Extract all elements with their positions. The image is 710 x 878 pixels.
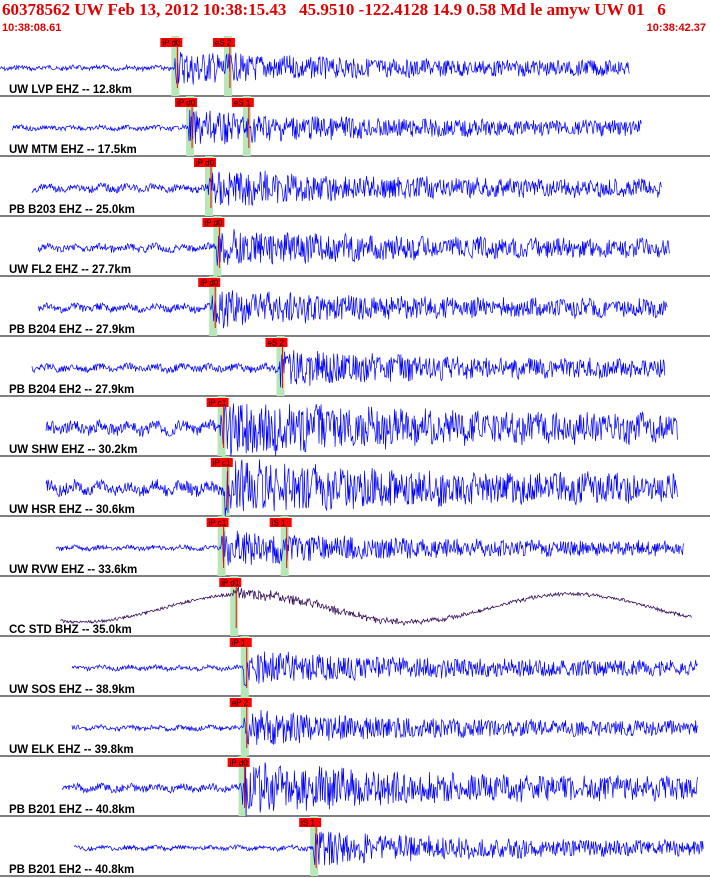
pick-band [213, 216, 222, 276]
station-label: CC STD BHZ -- 35.0km [9, 624, 132, 636]
pick-band [217, 396, 226, 456]
station-label: PB B201 EH2 -- 40.8km [9, 864, 134, 876]
pick-band [310, 816, 319, 876]
pick-marker [219, 578, 242, 587]
pick-marker [198, 278, 221, 287]
waveform [31, 170, 662, 206]
waveform [45, 403, 678, 457]
trace-4: iP d0 UW FL2 EHZ -- 27.7km [9, 216, 670, 276]
pick-label: iP c1 [209, 519, 227, 528]
waveform [61, 762, 698, 817]
waveform [59, 586, 692, 626]
pick-marker [229, 698, 252, 707]
pick-marker [265, 338, 288, 347]
station-label: UW FL2 EHZ -- 27.7km [9, 264, 131, 276]
pick-label: iP d0 [230, 759, 249, 768]
waveform [73, 831, 704, 866]
waveform [45, 459, 678, 518]
pick-marker [206, 518, 229, 527]
pick-label: eS 2 [215, 39, 232, 48]
pick-label: iP d1 [221, 579, 240, 588]
trace-14: iS 1 PB B201 EH2 -- 40.8km [9, 816, 704, 876]
station-label: PB B201 EHZ -- 40.8km [9, 804, 135, 816]
pick-marker [227, 758, 250, 767]
trace-12: eP 2 UW ELK EHZ -- 39.8km [9, 696, 699, 756]
station-label: PB B203 EHZ -- 25.0km [9, 204, 135, 216]
waveform [37, 290, 668, 329]
pick-marker [202, 218, 225, 227]
waveform [31, 350, 666, 388]
trace-7: iP c1 UW SHW EHZ -- 30.2km [9, 396, 678, 457]
pick-marker [160, 38, 183, 47]
event-title: 60378562 UW Feb 13, 2012 10:38:15.43 45.… [2, 0, 666, 19]
pick-label: eS 1 [234, 99, 251, 108]
pick-band [240, 696, 249, 756]
pick-band [217, 516, 226, 576]
waveform [11, 109, 642, 145]
pick-band [240, 636, 249, 696]
pick-marker [231, 98, 254, 107]
trace-8: iP c1 UW HSR EHZ -- 30.6km [9, 456, 678, 518]
waveform [71, 709, 699, 745]
station-label: UW LVP EHZ -- 12.8km [9, 84, 132, 96]
header: 60378562 UW Feb 13, 2012 10:38:15.43 45.… [0, 0, 710, 36]
trace-1: iP d0 eS 2 UW LVP EHZ -- 12.8km [0, 36, 630, 96]
station-label: PB B204 EHZ -- 27.9km [9, 324, 135, 336]
waveform [55, 530, 685, 566]
pick-marker [206, 398, 229, 407]
pick-band [209, 276, 218, 336]
pick-label: iP c1 [209, 399, 227, 408]
pick-band [238, 756, 247, 816]
pick-label: iS 1 [301, 819, 315, 828]
waveform [37, 229, 670, 266]
pick-marker [193, 158, 216, 167]
pick-marker [212, 38, 235, 47]
pick-band [230, 576, 239, 636]
pick-label: eP 2 [232, 699, 249, 708]
pick-label: iP d0 [162, 39, 181, 48]
pick-marker [229, 638, 252, 647]
time-end: 10:38:42.37 [646, 22, 706, 34]
pick-label: iP c1 [213, 459, 231, 468]
trace-3: iP d0 PB B203 EHZ -- 25.0km [9, 156, 662, 216]
pick-label: iP d0 [196, 159, 215, 168]
pick-marker [299, 818, 322, 827]
trace-6: eS 2 PB B204 EH2 -- 27.9km [9, 336, 666, 396]
station-label: UW HSR EHZ -- 30.6km [9, 504, 135, 516]
seismogram-plot: iP d0 eS 2 UW LVP EHZ -- 12.8km iP d0 eS 1 UW… [0, 36, 710, 877]
pick-label: iS 1 [272, 519, 286, 528]
pick-marker [175, 98, 198, 107]
time-start: 10:38:08.61 [2, 22, 62, 34]
pick-label: iP d0 [204, 219, 223, 228]
pick-label: iP d0 [200, 279, 219, 288]
pick-marker [210, 458, 233, 467]
station-label: UW RVW EHZ -- 33.6km [9, 564, 137, 576]
station-label: UW SOS EHZ -- 38.9km [9, 684, 135, 696]
pick-label: iP d0 [177, 99, 196, 108]
pick-label: iP 1 [232, 639, 246, 648]
trace-5: iP d0 PB B204 EHZ -- 27.9km [9, 276, 668, 336]
trace-2: iP d0 eS 1 UW MTM EHZ -- 17.5km [9, 96, 642, 156]
trace-11: iP 1 UW SOS EHZ -- 38.9km [9, 636, 698, 696]
trace-13: iP d0 PB B201 EHZ -- 40.8km [9, 756, 698, 817]
pick-label: eS 2 [267, 339, 284, 348]
station-label: PB B204 EH2 -- 27.9km [9, 384, 134, 396]
trace-9: iP c1 iS 1 UW RVW EHZ -- 33.6km [9, 516, 685, 576]
station-label: UW ELK EHZ -- 39.8km [9, 744, 134, 756]
pick-band [221, 456, 230, 516]
pick-band [276, 336, 285, 396]
waveform [0, 52, 630, 85]
station-label: UW MTM EHZ -- 17.5km [9, 144, 137, 156]
pick-marker [269, 518, 292, 527]
waveform [71, 651, 698, 687]
trace-10: iP d1 CC STD BHZ -- 35.0km [9, 576, 692, 636]
station-label: UW SHW EHZ -- 30.2km [9, 444, 137, 456]
